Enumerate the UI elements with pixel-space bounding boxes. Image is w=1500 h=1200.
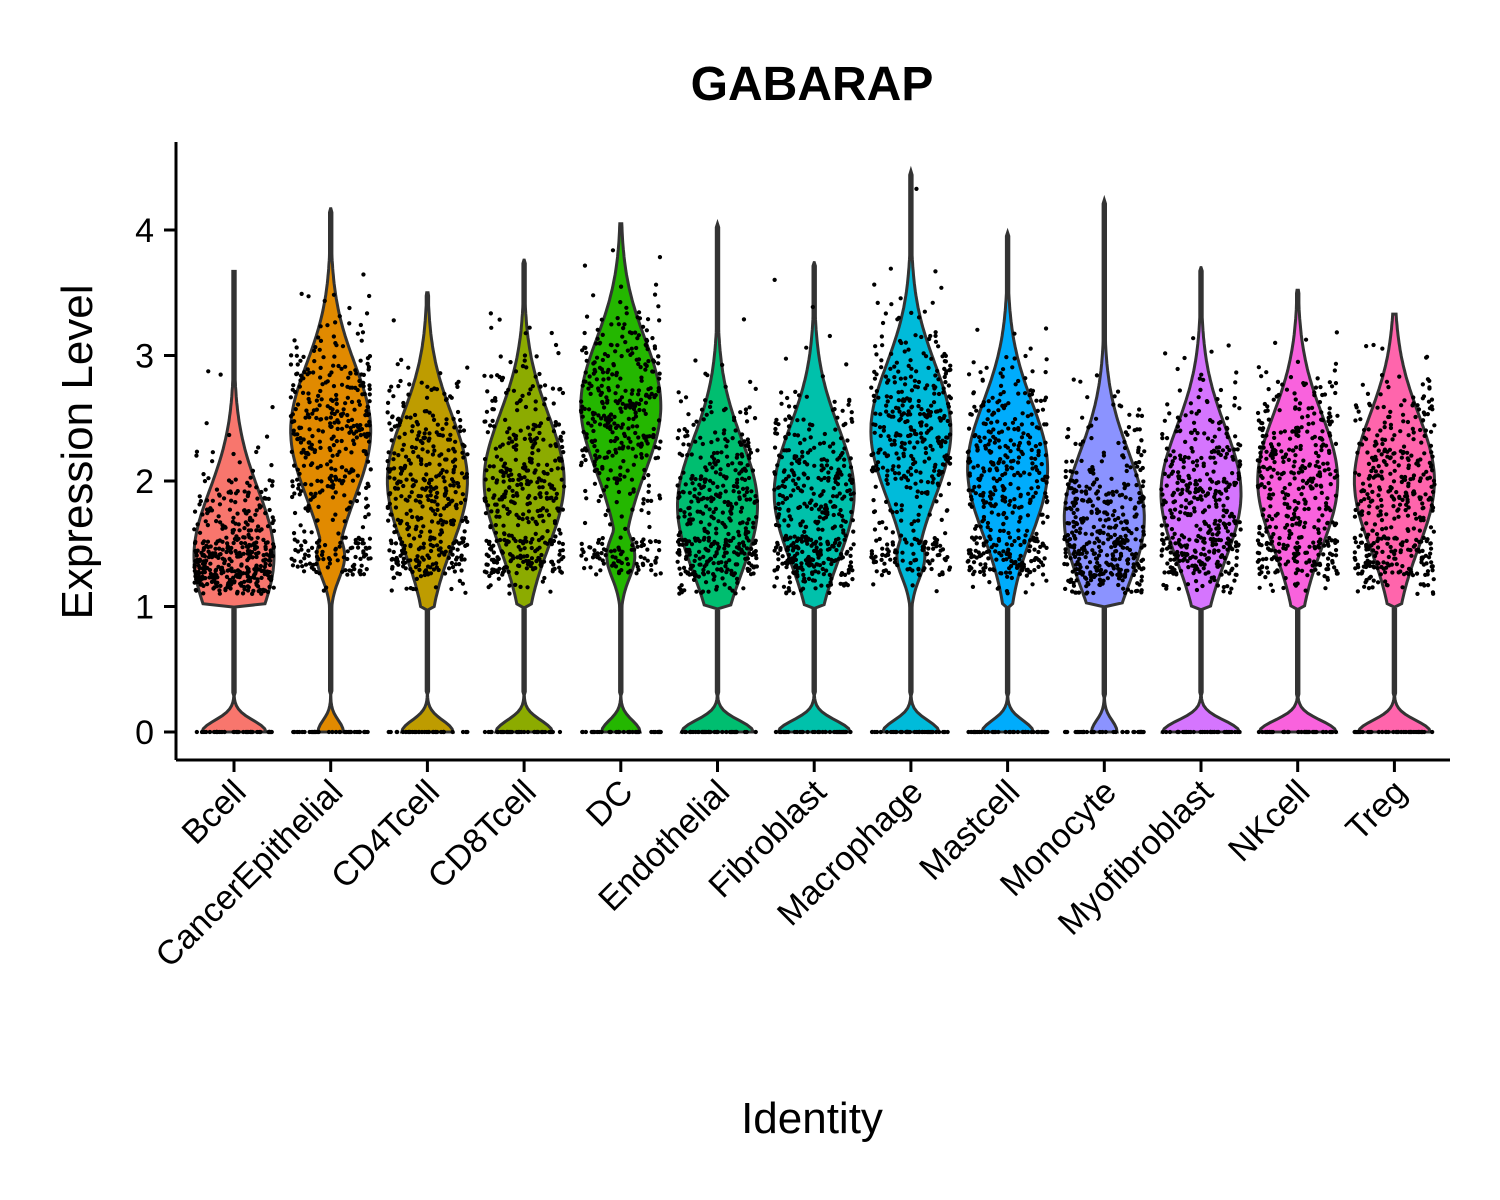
points-Bcell xyxy=(192,369,277,735)
jitter-points xyxy=(772,277,856,735)
y-tick-label: 2 xyxy=(135,463,154,501)
points-Treg xyxy=(1352,342,1437,735)
jitter-points xyxy=(869,186,953,735)
y-tick-label: 1 xyxy=(135,589,154,627)
points-Fibroblast xyxy=(772,277,856,735)
points-Endothelial xyxy=(675,317,760,735)
x-tick-label-CD8Tcell: CD8Tcell xyxy=(421,773,544,896)
points-CancerEpithelial xyxy=(288,272,373,735)
violin-Monocyte xyxy=(1062,194,1146,734)
x-tick-label-Bcell: Bcell xyxy=(175,773,254,852)
y-tick-label: 4 xyxy=(135,212,154,250)
points-Macrophage xyxy=(869,186,953,735)
jitter-points xyxy=(385,318,470,735)
jitter-points xyxy=(1159,336,1243,735)
jitter-points xyxy=(192,369,277,735)
violin-Macrophage xyxy=(869,165,953,734)
y-tick-label: 0 xyxy=(135,714,154,752)
x-tick-label-Treg: Treg xyxy=(1339,773,1414,848)
jitter-points xyxy=(578,248,663,735)
jitter-points xyxy=(1255,330,1340,735)
jitter-points xyxy=(288,272,373,735)
y-axis-title: Expression Level xyxy=(53,284,102,619)
jitter-points xyxy=(1062,373,1147,735)
jitter-points xyxy=(482,311,567,735)
violin-NKcell xyxy=(1256,288,1340,734)
points-CD4Tcell xyxy=(385,318,470,735)
jitter-points xyxy=(1352,342,1437,735)
violin-layer xyxy=(192,165,1436,734)
points-DC xyxy=(578,248,663,735)
chart-title: GABARAP xyxy=(691,58,934,111)
y-tick-label: 3 xyxy=(135,338,154,376)
points-Monocyte xyxy=(1062,373,1147,735)
x-tick-label-NKcell: NKcell xyxy=(1221,773,1317,869)
x-axis-title: Identity xyxy=(741,1094,883,1143)
points-CD8Tcell xyxy=(482,311,567,735)
jitter-points xyxy=(965,326,1050,735)
x-tick-label-DC: DC xyxy=(579,773,641,835)
violin-CD8Tcell xyxy=(482,258,566,734)
jitter-points xyxy=(675,317,760,735)
points-Myofibroblast xyxy=(1159,336,1243,735)
points-Mastcell xyxy=(965,326,1050,735)
jitter-points-layer xyxy=(192,186,1437,735)
points-NKcell xyxy=(1255,330,1340,735)
